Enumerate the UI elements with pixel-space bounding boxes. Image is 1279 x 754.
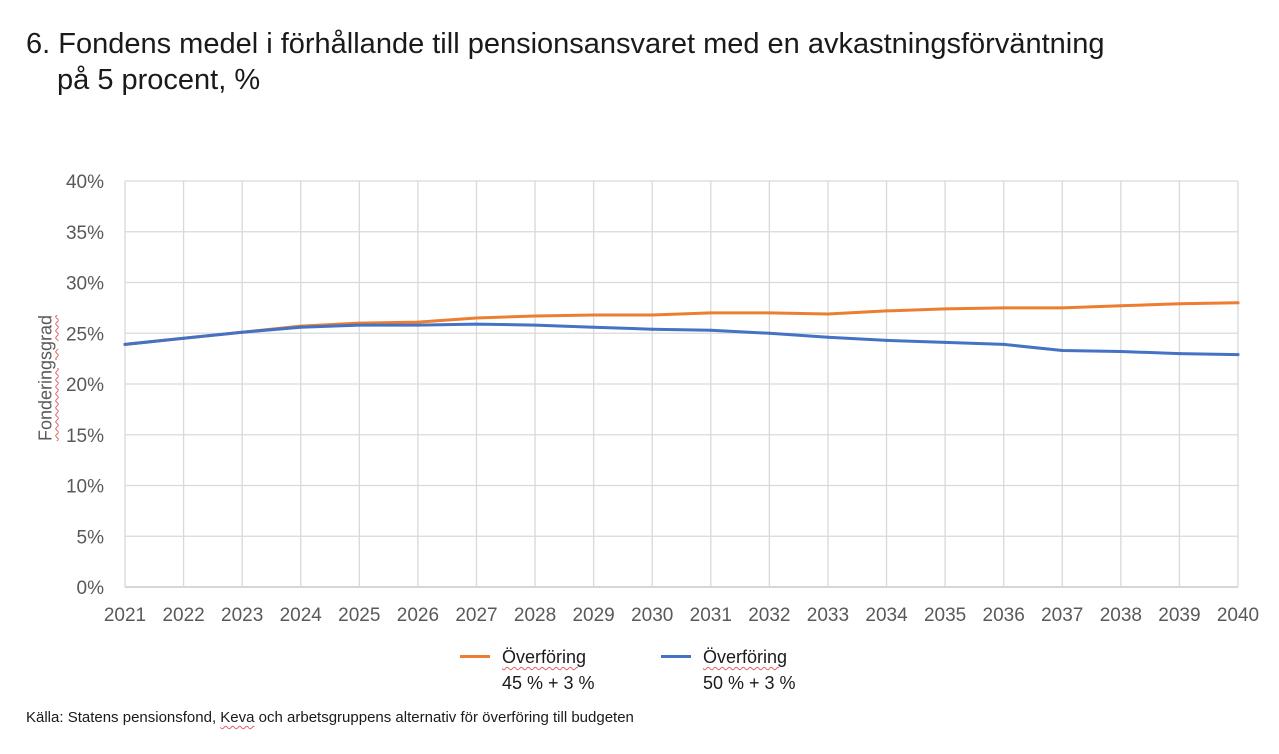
legend-label-45-line2: 45 % + 3 % [502, 673, 595, 693]
data-point [1119, 304, 1123, 308]
legend-swatch-blue [661, 655, 691, 658]
chart-title-line1: 6. Fondens medel i förhållande till pens… [26, 28, 1105, 60]
x-tick-label: 2036 [983, 605, 1025, 626]
data-point [533, 314, 537, 318]
data-point [1177, 302, 1181, 306]
data-point [1060, 306, 1064, 310]
data-point [416, 320, 420, 324]
x-tick-label: 2022 [162, 605, 204, 626]
data-point [240, 330, 244, 334]
data-point [709, 311, 713, 315]
x-tick-label: 2023 [221, 605, 263, 626]
data-point [474, 316, 478, 320]
data-point [709, 328, 713, 332]
x-tick-label: 2030 [631, 605, 673, 626]
data-point [182, 336, 186, 340]
data-point [885, 309, 889, 313]
x-tick-label: 2035 [924, 605, 966, 626]
y-tick-label: 10% [66, 477, 104, 498]
data-point [650, 327, 654, 331]
x-tick-label: 2028 [514, 605, 556, 626]
y-tick-label: 5% [77, 527, 105, 548]
data-point [1002, 306, 1006, 310]
x-tick-label: 2029 [572, 605, 614, 626]
chart-title: 6. Fondens medel i förhållande till pens… [26, 26, 1104, 98]
y-tick-label: 20% [66, 375, 104, 396]
legend-label-50-line2: 50 % + 3 % [703, 673, 796, 693]
data-point [1002, 342, 1006, 346]
data-point [826, 312, 830, 316]
x-tick-label: 2033 [807, 605, 849, 626]
series-line-blue [123, 322, 1240, 357]
data-point [1236, 353, 1240, 357]
legend-label-45-line1: Överföring [502, 647, 587, 667]
y-tick-label: 40% [66, 172, 104, 193]
y-tick-label: 25% [66, 324, 104, 345]
y-tick-label: 30% [66, 274, 104, 295]
data-point [1236, 301, 1240, 305]
data-point [357, 323, 361, 327]
series-line-orange [123, 301, 1240, 346]
data-point [299, 325, 303, 329]
x-tick-label: 2021 [104, 605, 146, 626]
y-tick-label: 15% [66, 426, 104, 447]
x-tick-label: 2024 [280, 605, 323, 626]
data-point [1119, 350, 1123, 354]
legend-label-50-line1: Överföring [703, 647, 788, 667]
y-tick-label: 35% [66, 223, 104, 244]
data-point [474, 322, 478, 326]
data-point [592, 313, 596, 317]
x-tick-label: 2031 [690, 605, 732, 626]
data-point [767, 331, 771, 335]
chart-title-line2: på 5 procent, % [57, 64, 261, 96]
data-point [650, 313, 654, 317]
data-point [416, 323, 420, 327]
data-point [592, 325, 596, 329]
source-note: Källa: Statens pensionsfond, Keva och ar… [26, 709, 634, 726]
data-point [767, 311, 771, 315]
legend-swatch-orange [460, 655, 490, 658]
x-tick-label: 2040 [1217, 605, 1259, 626]
data-point [826, 335, 830, 339]
y-axis-label: Fonderingsgrad [35, 314, 56, 442]
data-point [1177, 352, 1181, 356]
x-tick-label: 2026 [397, 605, 439, 626]
data-point [1060, 349, 1064, 353]
x-tick-label: 2025 [338, 605, 380, 626]
x-tick-label: 2039 [1158, 605, 1200, 626]
data-point [885, 338, 889, 342]
x-tick-label: 2038 [1100, 605, 1142, 626]
y-tick-label: 0% [77, 578, 105, 599]
x-tick-label: 2037 [1041, 605, 1083, 626]
data-point [943, 340, 947, 344]
x-tick-label: 2034 [865, 605, 908, 626]
data-point [123, 342, 127, 346]
x-tick-label: 2032 [748, 605, 790, 626]
x-tick-label: 2027 [455, 605, 497, 626]
data-point [533, 323, 537, 327]
data-point [943, 307, 947, 311]
